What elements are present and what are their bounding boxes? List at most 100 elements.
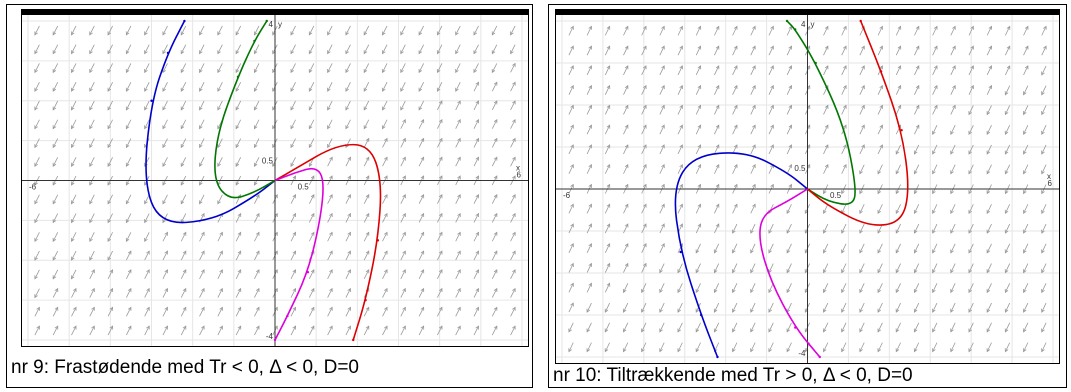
field-arrow xyxy=(986,65,992,76)
field-arrow xyxy=(71,194,77,204)
field-arrow xyxy=(71,82,77,92)
field-arrow xyxy=(786,223,792,234)
field-arrow xyxy=(568,65,574,76)
field-arrow xyxy=(604,322,610,333)
field-arrow xyxy=(841,26,847,36)
field-arrow-head xyxy=(329,306,333,311)
field-arrow-head xyxy=(91,325,95,330)
field-arrow xyxy=(162,82,168,92)
field-arrow xyxy=(950,105,956,115)
field-arrow xyxy=(932,342,938,352)
field-arrow xyxy=(1005,283,1011,293)
field-arrow-head xyxy=(180,181,185,186)
field-arrow-head xyxy=(347,269,351,274)
field-arrow-head xyxy=(786,288,791,294)
field-arrow-head xyxy=(877,190,882,195)
field-arrow-head xyxy=(679,65,683,70)
field-arrow xyxy=(382,82,388,92)
field-arrow-head xyxy=(71,50,75,55)
field-arrow-head xyxy=(402,306,406,311)
field-arrow-head xyxy=(219,269,223,274)
field-arrow-head xyxy=(786,269,791,274)
field-arrow xyxy=(34,63,40,73)
field-arrow-head xyxy=(661,144,665,149)
field-arrow-head xyxy=(606,183,611,188)
field-arrow-head xyxy=(71,125,75,130)
field-arrow-head xyxy=(861,65,865,70)
field-arrow xyxy=(217,44,223,54)
field-arrow xyxy=(491,100,498,111)
field-arrow-head xyxy=(493,325,498,330)
field-arrow-head xyxy=(512,81,516,86)
field-arrow-head xyxy=(365,137,370,142)
field-arrow xyxy=(437,63,443,73)
field-arrow xyxy=(659,164,665,174)
field-arrow xyxy=(345,250,351,261)
field-arrow xyxy=(473,288,479,298)
field-arrow xyxy=(363,82,370,92)
field-arrow-head xyxy=(329,269,333,274)
field-arrow-head xyxy=(402,194,406,199)
field-arrow-head xyxy=(713,269,718,274)
field-arrow xyxy=(714,302,720,313)
field-arrow xyxy=(623,342,629,352)
field-arrow xyxy=(52,232,59,242)
field-arrow-head xyxy=(457,231,461,236)
field-arrow-head xyxy=(292,194,297,199)
field-arrow-head xyxy=(968,328,972,333)
field-arrow-head xyxy=(913,170,918,175)
field-arrow-head xyxy=(679,183,683,188)
field-arrow xyxy=(641,26,647,36)
field-arrow-head xyxy=(400,106,404,111)
field-arrow xyxy=(437,157,443,167)
field-arrow-head xyxy=(237,306,242,311)
field-arrow-head xyxy=(52,200,57,205)
field-arrow xyxy=(823,283,829,293)
field-arrow xyxy=(144,44,150,54)
field-arrow-head xyxy=(91,306,95,311)
field-arrow-head xyxy=(752,25,756,30)
field-arrow-head xyxy=(71,275,75,280)
field-arrow xyxy=(1023,144,1029,155)
field-arrow-head xyxy=(52,106,57,111)
field-arrow xyxy=(34,194,40,204)
field-arrow xyxy=(786,204,792,214)
field-arrow xyxy=(162,325,168,336)
field-arrow xyxy=(455,44,461,54)
field-arrow xyxy=(914,302,920,313)
field-arrow xyxy=(859,243,865,253)
field-arrow xyxy=(162,138,168,148)
field-arrow-head xyxy=(588,25,592,30)
field-arrow xyxy=(568,125,574,135)
field-arrow xyxy=(568,243,574,253)
field-arrow xyxy=(877,322,883,333)
field-arrow-head xyxy=(219,325,223,330)
field-arrow-head xyxy=(493,287,498,293)
field-arrow xyxy=(1041,243,1047,253)
field-arrow-head xyxy=(384,269,388,274)
field-arrow xyxy=(126,194,132,204)
field-arrow xyxy=(382,213,388,223)
field-arrow xyxy=(199,307,205,317)
field-arrow xyxy=(732,322,738,333)
field-arrow-head xyxy=(752,183,756,188)
field-arrow xyxy=(144,250,150,261)
field-arrow xyxy=(126,269,132,279)
field-arrow xyxy=(932,105,938,115)
field-arrow xyxy=(199,63,205,73)
field-arrow-head xyxy=(89,256,93,261)
field-arrow-head xyxy=(1004,288,1009,294)
field-arrow xyxy=(732,283,738,293)
trajectory-point xyxy=(150,99,153,102)
field-arrow-head xyxy=(107,144,112,149)
field-arrow-head xyxy=(588,104,592,109)
field-arrow xyxy=(400,307,406,317)
field-arrow-head xyxy=(643,65,647,70)
field-arrow xyxy=(623,204,629,214)
field-arrow-head xyxy=(841,269,845,274)
field-arrow xyxy=(859,164,865,174)
field-arrow-head xyxy=(695,269,700,274)
field-arrow xyxy=(254,288,260,298)
tick-label-x: 0.5 xyxy=(298,183,310,192)
field-arrow xyxy=(89,138,95,148)
